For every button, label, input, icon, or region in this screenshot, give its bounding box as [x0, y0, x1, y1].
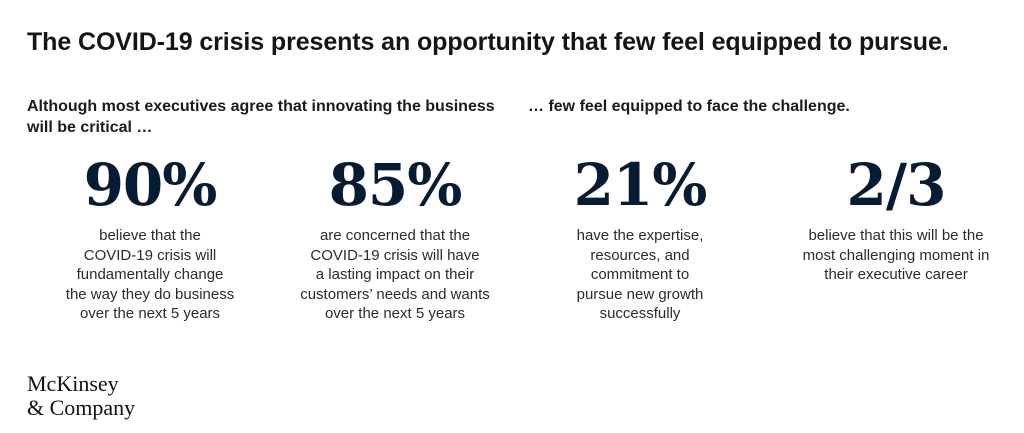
stat-description-line: their executive career [824, 266, 968, 283]
stat-description-line: believe that the [99, 227, 201, 244]
stat-description: believe that this will be the most chall… [776, 226, 1016, 285]
stat-description-line: customers’ needs and wants [300, 285, 490, 303]
stat-description-line: a lasting impact on their [315, 266, 475, 283]
stat-description-line: resources, and [590, 246, 690, 264]
stat-description-line: over the next 5 years [324, 305, 466, 322]
stat-value: 90% [83, 151, 218, 219]
stat-description: believe that the COVID-19 crisis will fu… [30, 226, 270, 324]
stat-card-90-percent: 90% believe that the COVID-19 crisis wil… [30, 154, 270, 324]
stat-description-line: COVID-19 crisis will [83, 246, 217, 264]
mckinsey-logo: McKinsey & Company [27, 372, 135, 420]
logo-line: McKinsey [27, 371, 119, 396]
right-subheading: … few feel equipped to face the challeng… [528, 98, 850, 115]
stat-card-21-percent: 21% have the expertise, resources, and c… [520, 154, 760, 324]
stat-value: 85% [328, 151, 463, 219]
stat-description-line: fundamentally change [76, 266, 224, 283]
stat-description-line: over the next 5 years [79, 305, 221, 322]
logo-line: & Company [27, 395, 136, 420]
page-title: The COVID-19 crisis presents an opportun… [27, 28, 949, 56]
stat-value: 2/3 [846, 151, 947, 219]
stat-description: are concerned that the COVID-19 crisis w… [275, 226, 515, 324]
stat-card-85-percent: 85% are concerned that the COVID-19 cris… [275, 154, 515, 324]
stat-description-line: most challenging moment in [802, 246, 990, 264]
stat-value: 21% [573, 151, 708, 219]
stat-description-line: pursue new growth [576, 285, 704, 303]
stat-description-line: are concerned that the [319, 227, 471, 244]
stat-description: have the expertise, resources, and commi… [520, 226, 760, 324]
stat-description-line: believe that this will be the [808, 227, 984, 244]
stat-description-line: commitment to [590, 266, 690, 283]
stat-description-line: the way they do business [65, 285, 235, 303]
stat-description-line: have the expertise, [576, 227, 704, 244]
stat-description-line: COVID-19 crisis will have [310, 246, 480, 264]
stat-description-line: successfully [599, 305, 681, 322]
stat-card-two-thirds: 2/3 believe that this will be the most c… [776, 154, 1016, 285]
left-subheading: Although most executives agree that inno… [27, 98, 495, 136]
